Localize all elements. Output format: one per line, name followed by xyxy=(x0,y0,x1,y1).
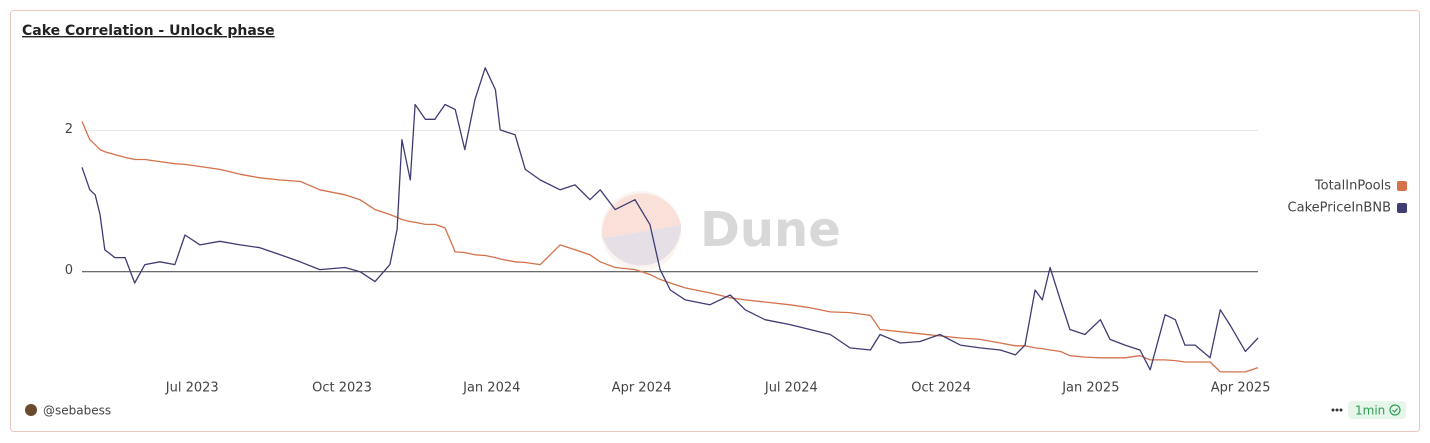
avatar xyxy=(25,404,37,416)
line-series xyxy=(81,121,1259,373)
y-tick-label: 2 xyxy=(65,122,73,137)
x-tick-label: Jul 2024 xyxy=(764,381,818,396)
x-tick-label: Oct 2024 xyxy=(911,381,971,396)
card xyxy=(10,10,1420,432)
refresh-badge xyxy=(1348,401,1406,419)
legend-label: CakePriceInBNB xyxy=(1288,201,1391,216)
legend-label: TotalInPools xyxy=(1314,179,1391,194)
x-tick-label: Jan 2024 xyxy=(462,381,520,396)
x-tick-label: Apr 2024 xyxy=(612,381,672,396)
watermark-text: Dune xyxy=(700,202,841,258)
line-series xyxy=(81,67,1259,371)
x-tick-label: Jul 2023 xyxy=(165,381,219,396)
legend-swatch xyxy=(1397,181,1407,191)
refresh-time: 1min xyxy=(1355,404,1385,418)
watermark xyxy=(601,191,682,271)
y-tick-label: 0 xyxy=(65,263,73,278)
legend-swatch xyxy=(1397,203,1407,213)
menu-icon[interactable] xyxy=(1331,408,1343,412)
chart-title: Cake Correlation - Unlock phase xyxy=(22,23,275,39)
x-tick-label: Apr 2025 xyxy=(1211,381,1271,396)
author[interactable]: @sebabess xyxy=(43,404,111,418)
x-tick-label: Oct 2023 xyxy=(312,381,372,396)
check-icon xyxy=(1389,404,1401,416)
x-tick-label: Jan 2025 xyxy=(1061,381,1119,396)
